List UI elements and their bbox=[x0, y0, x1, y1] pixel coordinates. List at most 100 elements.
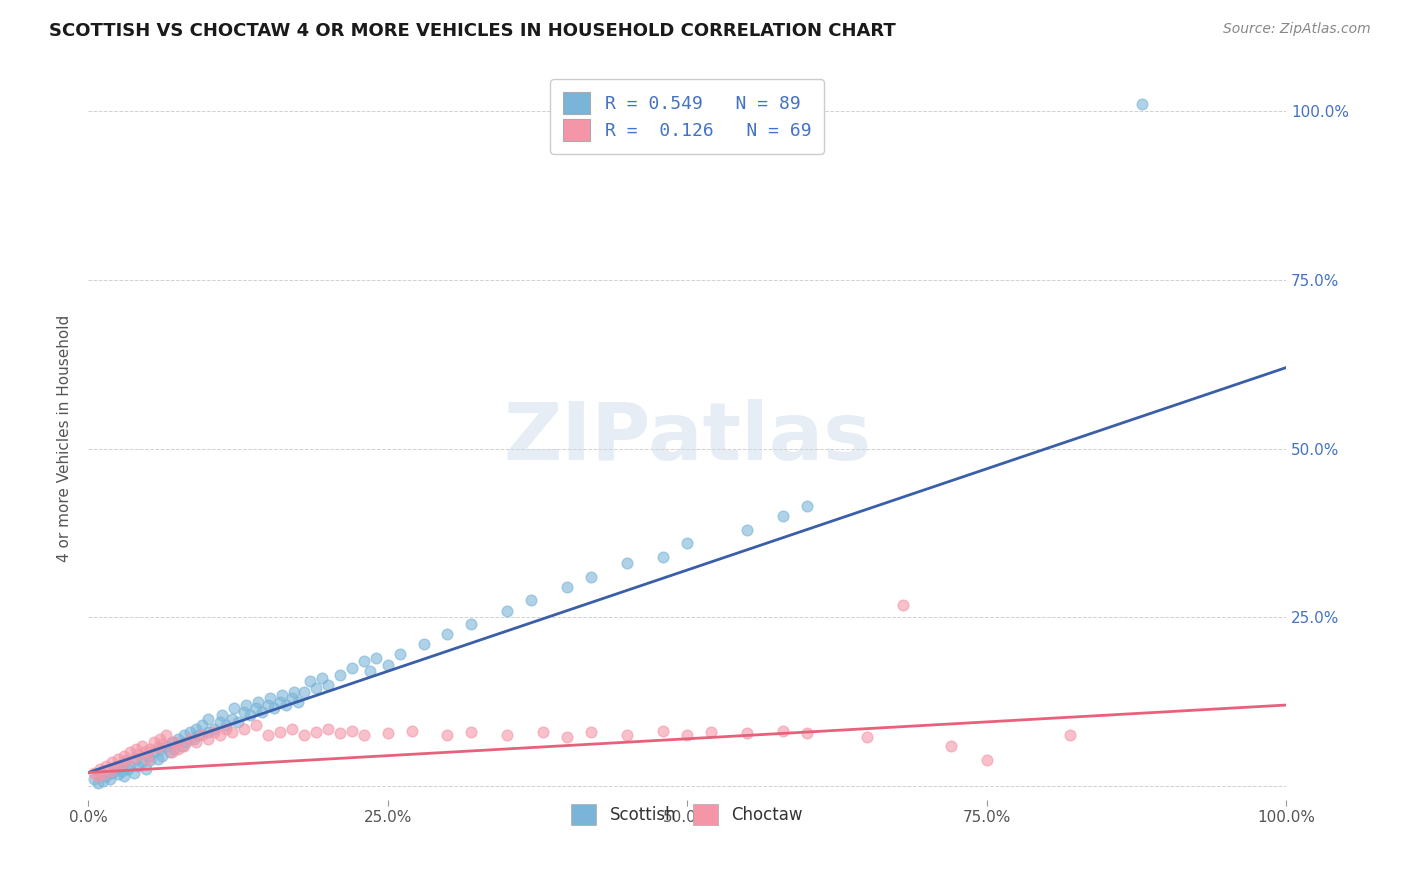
Point bbox=[127, 758, 149, 772]
Point bbox=[1130, 97, 1153, 112]
Point bbox=[122, 765, 145, 780]
Point bbox=[146, 752, 169, 766]
Point bbox=[135, 744, 157, 758]
Point bbox=[364, 650, 387, 665]
Point bbox=[676, 728, 699, 742]
Point bbox=[555, 731, 578, 745]
Legend: Scottish, Choctaw: Scottish, Choctaw bbox=[561, 794, 813, 835]
Point bbox=[359, 665, 381, 679]
Point bbox=[173, 728, 195, 742]
Point bbox=[101, 765, 124, 780]
Point bbox=[412, 637, 434, 651]
Point bbox=[149, 731, 172, 746]
Point bbox=[298, 674, 321, 689]
Point bbox=[139, 742, 162, 756]
Point bbox=[179, 725, 201, 739]
Point bbox=[131, 739, 153, 753]
Point bbox=[436, 627, 458, 641]
Point bbox=[149, 742, 172, 756]
Point bbox=[520, 593, 543, 607]
Point bbox=[101, 756, 124, 770]
Point bbox=[98, 764, 121, 779]
Point bbox=[796, 499, 818, 513]
Point bbox=[91, 767, 114, 781]
Point bbox=[111, 757, 134, 772]
Point bbox=[224, 701, 246, 715]
Point bbox=[179, 731, 201, 746]
Point bbox=[143, 735, 166, 749]
Point bbox=[117, 762, 139, 776]
Point bbox=[107, 767, 129, 781]
Point bbox=[271, 688, 294, 702]
Point bbox=[155, 728, 177, 742]
Point bbox=[103, 762, 125, 776]
Point bbox=[112, 756, 135, 770]
Point bbox=[120, 758, 142, 772]
Point bbox=[131, 756, 153, 770]
Text: SCOTTISH VS CHOCTAW 4 OR MORE VEHICLES IN HOUSEHOLD CORRELATION CHART: SCOTTISH VS CHOCTAW 4 OR MORE VEHICLES I… bbox=[49, 22, 896, 40]
Point bbox=[250, 705, 273, 719]
Point bbox=[197, 731, 219, 746]
Point bbox=[796, 726, 818, 740]
Point bbox=[305, 725, 328, 739]
Point bbox=[616, 557, 638, 571]
Point bbox=[735, 523, 758, 537]
Point bbox=[139, 753, 162, 767]
Point bbox=[83, 765, 105, 780]
Point bbox=[311, 671, 333, 685]
Point bbox=[136, 748, 159, 763]
Point bbox=[98, 772, 121, 787]
Point bbox=[256, 728, 278, 742]
Point bbox=[340, 723, 363, 738]
Point bbox=[353, 654, 375, 668]
Point bbox=[160, 735, 183, 749]
Point bbox=[292, 728, 315, 742]
Point bbox=[107, 752, 129, 766]
Point bbox=[652, 723, 675, 738]
Point bbox=[122, 750, 145, 764]
Point bbox=[531, 725, 554, 739]
Point bbox=[136, 752, 159, 766]
Point bbox=[125, 742, 148, 756]
Point bbox=[305, 681, 328, 695]
Point bbox=[94, 769, 117, 783]
Point bbox=[245, 718, 267, 732]
Point bbox=[115, 753, 138, 767]
Point bbox=[652, 549, 675, 564]
Point bbox=[208, 728, 231, 742]
Point bbox=[259, 691, 281, 706]
Point bbox=[616, 728, 638, 742]
Point bbox=[245, 701, 267, 715]
Point bbox=[269, 695, 291, 709]
Point bbox=[187, 728, 209, 742]
Point bbox=[221, 712, 243, 726]
Point bbox=[152, 748, 174, 763]
Point bbox=[496, 728, 519, 742]
Point bbox=[555, 580, 578, 594]
Point bbox=[329, 726, 352, 740]
Point bbox=[89, 762, 111, 776]
Point bbox=[581, 725, 603, 739]
Point bbox=[191, 718, 214, 732]
Point bbox=[772, 509, 794, 524]
Point bbox=[120, 745, 142, 759]
Point bbox=[215, 722, 238, 736]
Point bbox=[855, 731, 877, 745]
Point bbox=[167, 731, 190, 746]
Point bbox=[676, 536, 699, 550]
Y-axis label: 4 or more Vehicles in Household: 4 or more Vehicles in Household bbox=[58, 315, 72, 562]
Point bbox=[735, 726, 758, 740]
Point bbox=[89, 765, 111, 780]
Point bbox=[183, 731, 205, 746]
Point bbox=[281, 722, 304, 736]
Text: Source: ZipAtlas.com: Source: ZipAtlas.com bbox=[1223, 22, 1371, 37]
Point bbox=[184, 735, 207, 749]
Point bbox=[976, 753, 998, 767]
Point bbox=[163, 735, 186, 749]
Point bbox=[256, 698, 278, 712]
Point bbox=[160, 745, 183, 759]
Point bbox=[87, 769, 110, 783]
Point bbox=[125, 752, 148, 766]
Point bbox=[496, 603, 519, 617]
Text: ZIPatlas: ZIPatlas bbox=[503, 400, 872, 477]
